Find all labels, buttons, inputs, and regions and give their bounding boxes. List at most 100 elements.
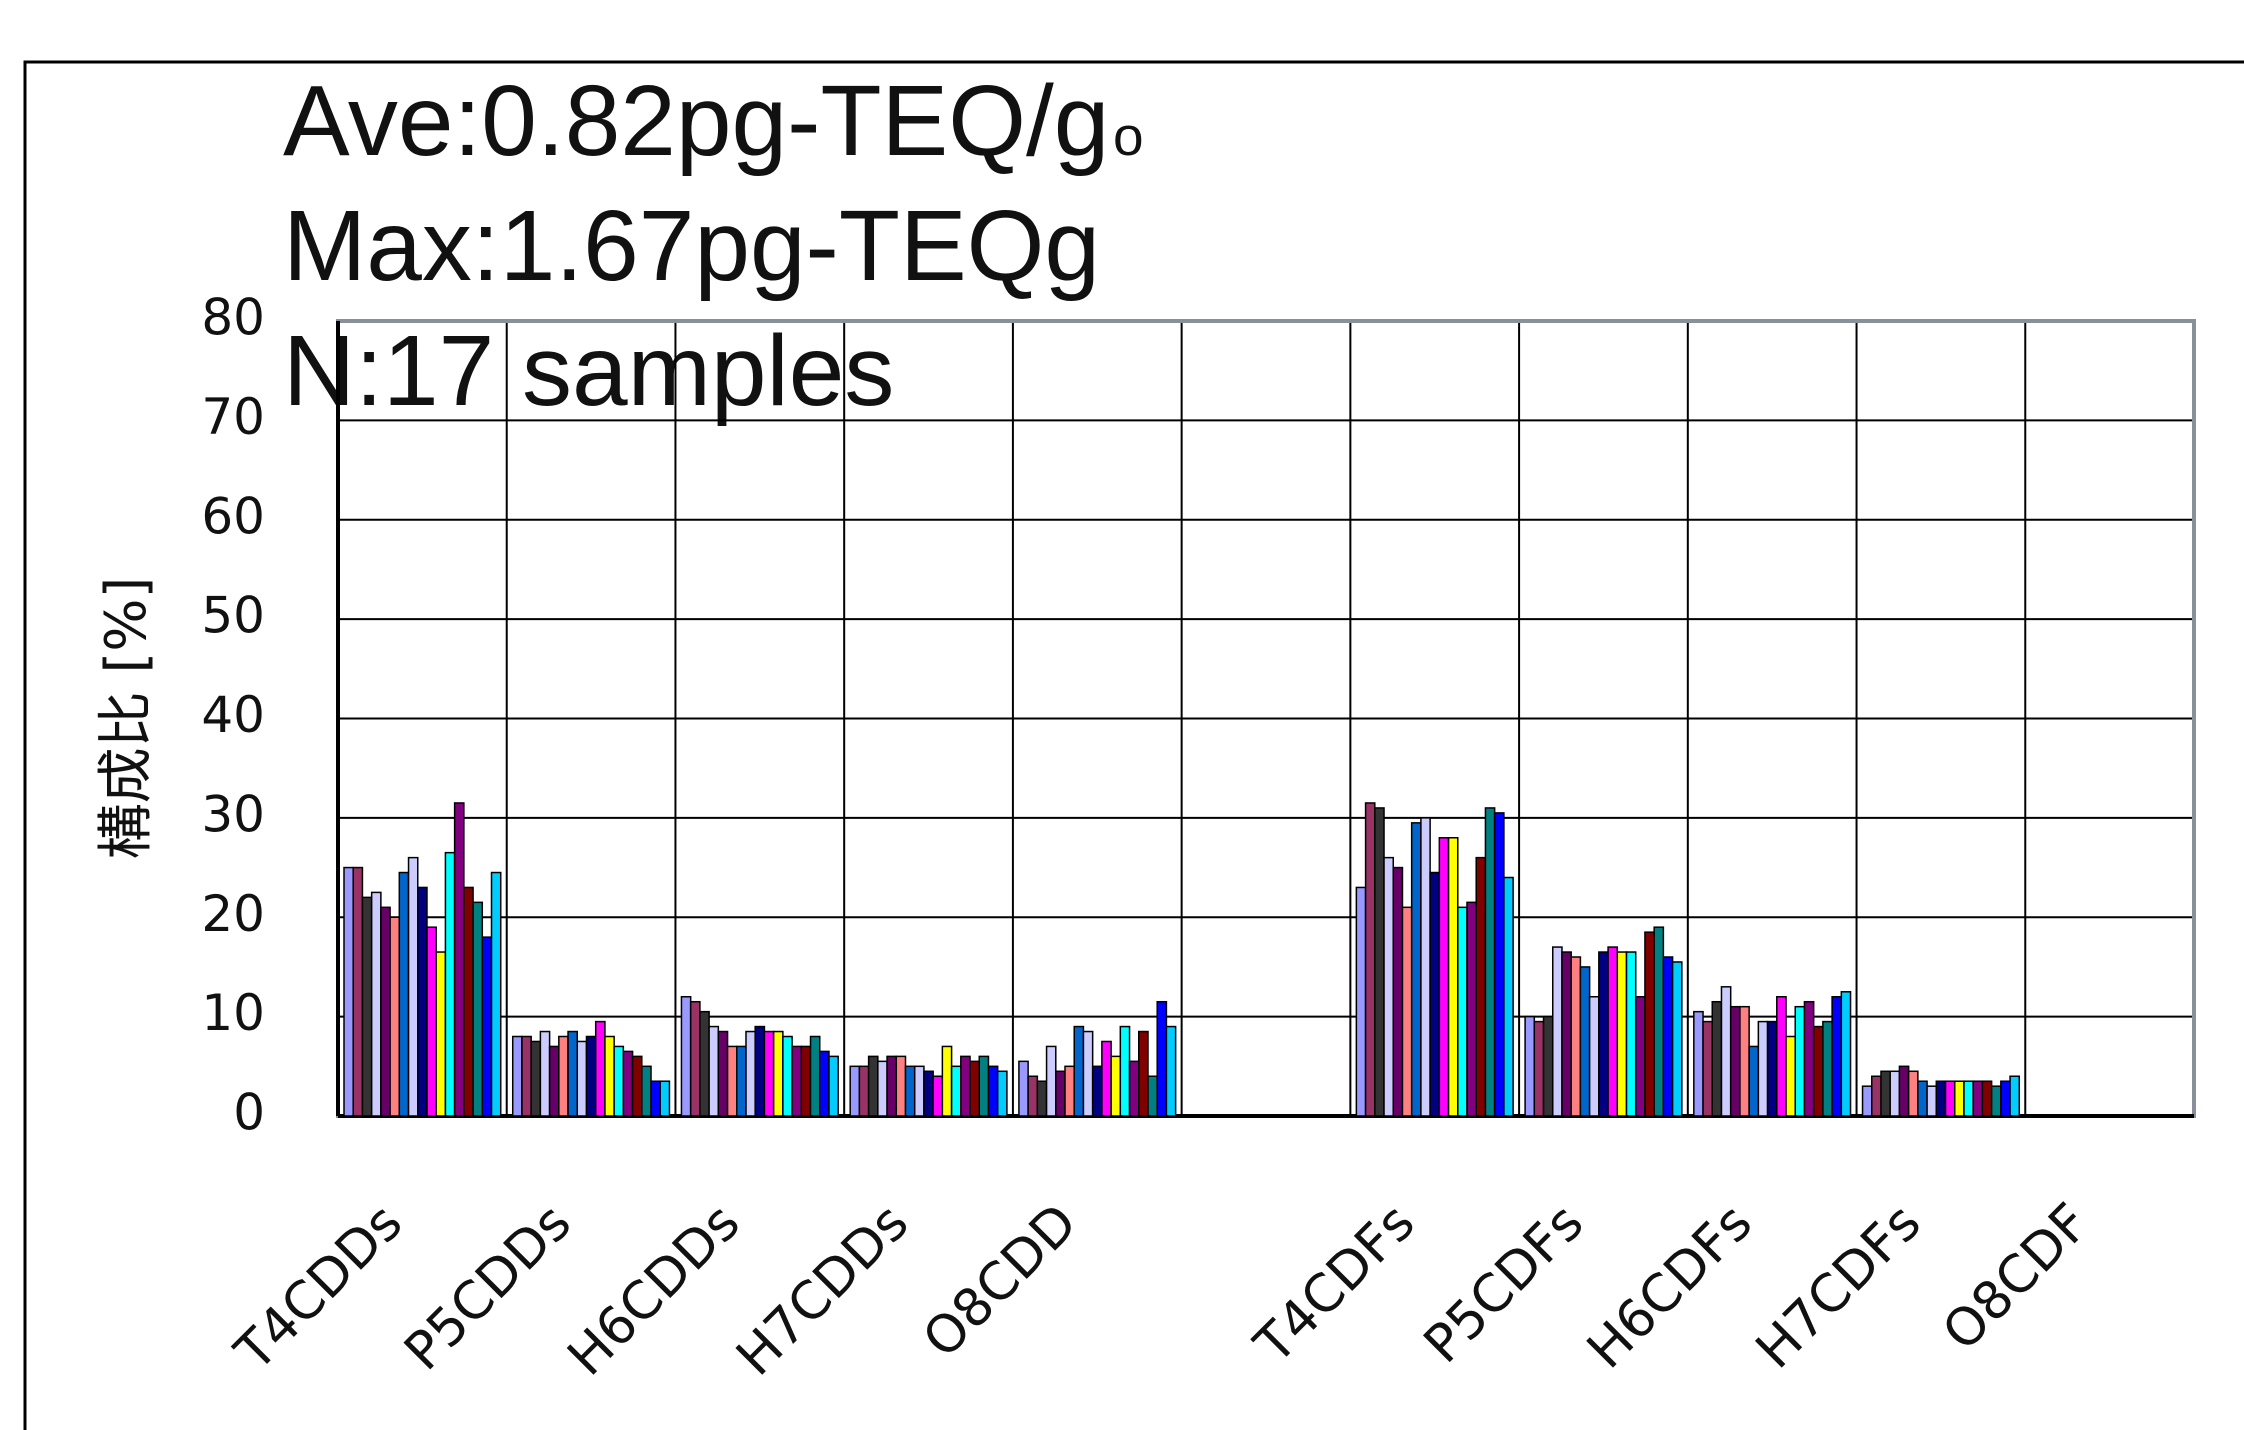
y-axis-label: 構成比 [%] bbox=[94, 577, 159, 860]
bar bbox=[1147, 1075, 1158, 1117]
bar bbox=[1383, 856, 1394, 1117]
bar bbox=[1766, 1020, 1778, 1117]
bar bbox=[548, 1045, 560, 1117]
bar bbox=[1898, 1065, 1910, 1117]
x-tick-label: P5CDDs bbox=[393, 1193, 582, 1382]
frame bbox=[23, 60, 2244, 1430]
bar bbox=[1082, 1030, 1094, 1117]
bar bbox=[867, 1055, 879, 1117]
bar bbox=[444, 851, 456, 1117]
x-tick-label: O8CDD bbox=[912, 1193, 1089, 1370]
bar bbox=[849, 1065, 861, 1117]
bar bbox=[772, 1030, 784, 1117]
bar bbox=[689, 1000, 701, 1117]
bar bbox=[1420, 817, 1431, 1117]
bar bbox=[389, 916, 401, 1117]
bar bbox=[650, 1080, 661, 1117]
bar bbox=[1935, 1080, 1947, 1117]
bar bbox=[1138, 1030, 1149, 1117]
bar bbox=[1119, 1025, 1131, 1117]
bar bbox=[1653, 926, 1665, 1117]
y-tick-label: 20 bbox=[201, 885, 265, 943]
x-tick-label: H7CDFs bbox=[1745, 1193, 1933, 1381]
bar bbox=[960, 1055, 971, 1117]
note: Max:1.67pg-TEQg bbox=[283, 190, 1100, 302]
bar bbox=[1073, 1025, 1085, 1117]
bar bbox=[996, 1070, 1008, 1117]
bar bbox=[1542, 1015, 1554, 1117]
bar bbox=[886, 1055, 898, 1117]
bar bbox=[1831, 996, 1843, 1117]
bar bbox=[1055, 1070, 1066, 1117]
bar bbox=[1822, 1020, 1833, 1117]
bar bbox=[1374, 807, 1385, 1117]
bar bbox=[1533, 1020, 1545, 1117]
bar bbox=[904, 1065, 916, 1117]
bar bbox=[1729, 1005, 1741, 1117]
bar bbox=[1812, 1025, 1824, 1117]
bar bbox=[913, 1065, 925, 1117]
bar bbox=[1466, 901, 1477, 1117]
bar bbox=[576, 1040, 588, 1117]
bar bbox=[1861, 1085, 1873, 1117]
bar bbox=[680, 996, 692, 1117]
bar bbox=[699, 1010, 710, 1117]
bar bbox=[1917, 1080, 1928, 1117]
bar bbox=[923, 1070, 934, 1117]
bar bbox=[1720, 986, 1732, 1117]
bar bbox=[1438, 837, 1450, 1117]
bar bbox=[895, 1055, 907, 1117]
bar bbox=[1625, 951, 1637, 1117]
bar bbox=[1607, 946, 1619, 1117]
bar bbox=[1570, 956, 1582, 1117]
bar bbox=[818, 1050, 830, 1117]
x-tick-label: P5CDFs bbox=[1413, 1193, 1595, 1375]
bar bbox=[370, 891, 382, 1117]
bar bbox=[490, 871, 502, 1117]
bar bbox=[472, 901, 484, 1117]
bar bbox=[858, 1065, 870, 1117]
bar bbox=[1551, 946, 1563, 1117]
bar bbox=[1401, 906, 1413, 1117]
bar bbox=[511, 1035, 523, 1117]
bar bbox=[754, 1025, 766, 1117]
x-tick-label: H7CDDs bbox=[725, 1193, 920, 1388]
bar bbox=[594, 1020, 606, 1117]
bar bbox=[2009, 1075, 2021, 1117]
bar bbox=[530, 1040, 542, 1117]
bar bbox=[1598, 951, 1609, 1117]
bar bbox=[426, 926, 437, 1117]
bar bbox=[398, 871, 410, 1117]
bar bbox=[1671, 961, 1683, 1117]
bar bbox=[407, 856, 419, 1117]
bar bbox=[941, 1045, 953, 1117]
x-tick-label: O8CDF bbox=[1931, 1193, 2101, 1363]
bar bbox=[585, 1035, 597, 1117]
bar bbox=[361, 896, 373, 1117]
x-tick-label: T4CDFs bbox=[1243, 1193, 1426, 1376]
bar bbox=[708, 1025, 720, 1117]
bar bbox=[521, 1035, 532, 1117]
bar bbox=[1503, 876, 1514, 1117]
bar bbox=[1963, 1080, 1974, 1117]
bar bbox=[1616, 951, 1628, 1117]
bar bbox=[539, 1030, 551, 1117]
bar bbox=[1156, 1000, 1168, 1117]
bar bbox=[1803, 1000, 1815, 1117]
bar bbox=[782, 1035, 793, 1117]
bar bbox=[604, 1035, 615, 1117]
bar bbox=[1447, 837, 1459, 1117]
bar bbox=[1064, 1065, 1075, 1117]
y-tick-label: 40 bbox=[201, 686, 265, 744]
bar bbox=[1588, 996, 1600, 1117]
bar bbox=[481, 936, 493, 1117]
bar bbox=[1036, 1080, 1048, 1117]
bar bbox=[641, 1065, 652, 1117]
bar bbox=[1475, 856, 1487, 1117]
x-tick-label: H6CDDs bbox=[557, 1193, 752, 1388]
bar bbox=[622, 1050, 634, 1117]
bar bbox=[1693, 1010, 1704, 1117]
y-tick-label: 60 bbox=[201, 487, 265, 545]
bar bbox=[1711, 1000, 1723, 1117]
